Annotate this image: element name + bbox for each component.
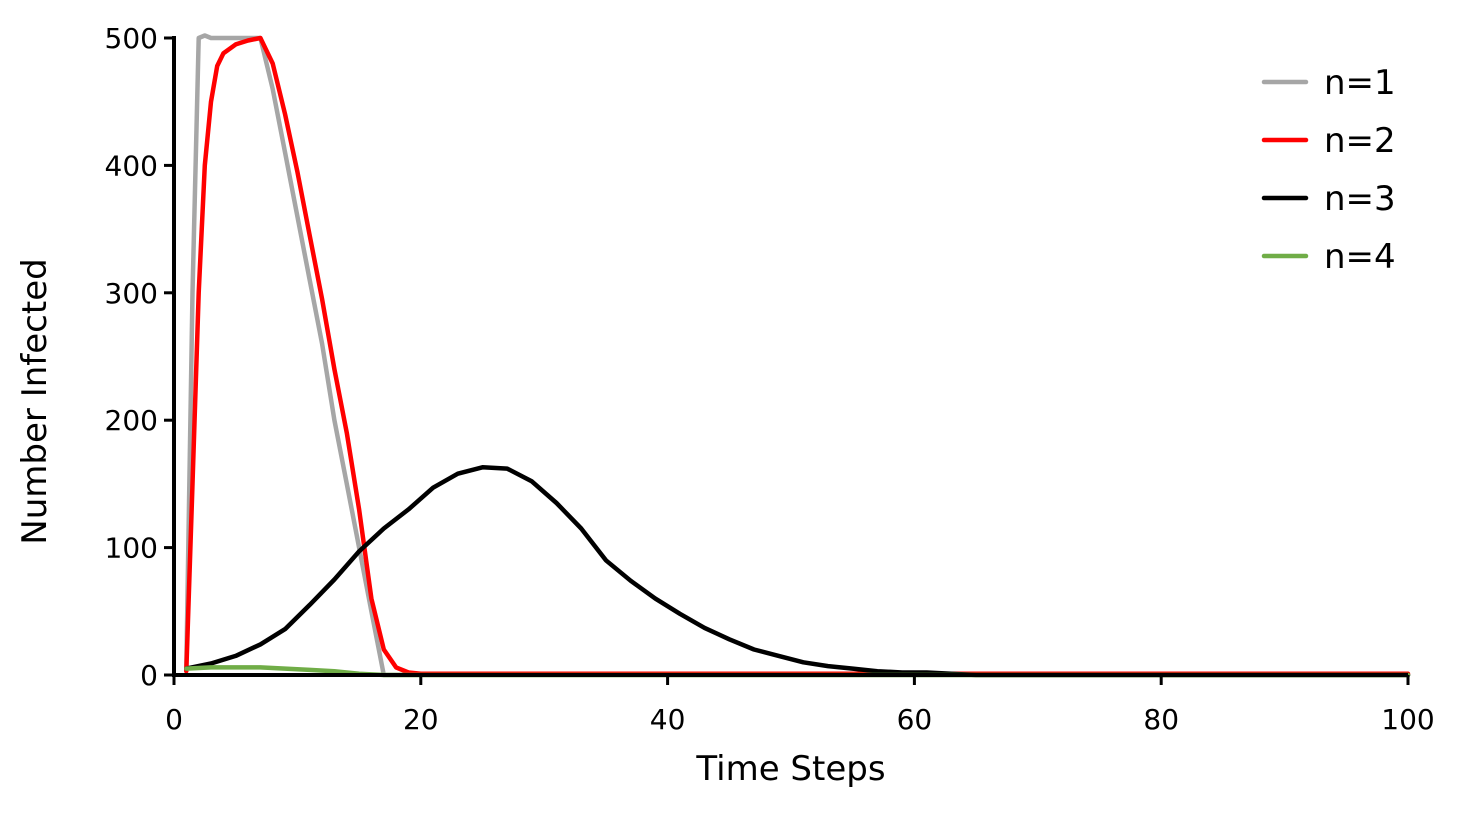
y-tick-label: 500 <box>105 22 158 55</box>
legend: n=1 n=2 n=3 n=4 <box>1261 63 1396 277</box>
y-tick-label: 0 <box>140 659 158 692</box>
x-axis-label: Time Steps <box>695 749 885 789</box>
series-layer <box>184 33 1411 678</box>
legend-label: n=4 <box>1324 237 1396 277</box>
legend-label: n=1 <box>1324 63 1396 103</box>
series-line-3 <box>184 465 1411 678</box>
x-tick-label: 60 <box>897 703 933 736</box>
x-tick-label: 80 <box>1143 703 1179 736</box>
x-tick-label: 40 <box>650 703 686 736</box>
y-tick-label: 200 <box>105 404 158 437</box>
x-axis-ticks: 0 20 40 60 80 100 <box>165 675 1435 736</box>
y-tick-label: 300 <box>105 277 158 310</box>
x-tick-label: 20 <box>403 703 439 736</box>
legend-label: n=2 <box>1324 121 1396 161</box>
x-tick-label: 0 <box>165 703 183 736</box>
series-line-2 <box>184 35 1411 676</box>
y-tick-label: 100 <box>105 532 158 565</box>
legend-label: n=3 <box>1324 179 1396 219</box>
y-axis-ticks: 0 100 200 300 400 500 <box>105 22 174 692</box>
y-axis-label: Number Infected <box>15 258 55 544</box>
x-tick-label: 100 <box>1381 703 1434 736</box>
y-tick-label: 400 <box>105 149 158 182</box>
